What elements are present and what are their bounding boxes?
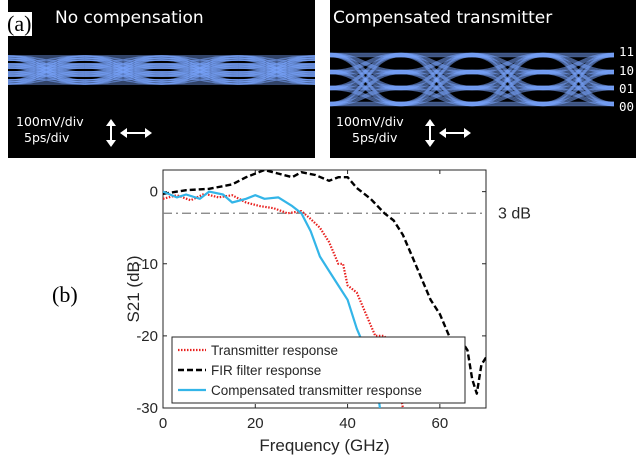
x-tick-label: 20 (247, 415, 264, 432)
y-tick-label: 0 (150, 184, 158, 201)
y-tick-label: -20 (136, 328, 158, 345)
panel-label-b: (b) (52, 282, 78, 307)
level-label-11: 11 (618, 44, 634, 59)
scale-arrows-icon (106, 119, 152, 147)
panel-label-a: (a) (6, 11, 33, 36)
x-axis-label: Frequency (GHz) (259, 436, 389, 455)
scale-arrows-icon (425, 119, 471, 147)
threshold-label: 3 dB (498, 205, 531, 222)
eye-diagram-compensated: Compensated transmitter 11 10 01 00 100m… (330, 0, 636, 158)
y-axis-label: S21 (dB) (124, 255, 143, 322)
series-line (163, 190, 381, 408)
level-label-00: 00 (618, 99, 634, 114)
level-label-01: 01 (618, 81, 634, 96)
legend-label: Compensated transmitter response (211, 383, 422, 398)
eye-diagram-traces (8, 55, 315, 85)
y-tick-label: -30 (136, 400, 158, 417)
eye-title-no-compensation: No compensation (55, 8, 204, 28)
eye-title-compensated: Compensated transmitter (333, 8, 553, 28)
x-tick-label: 0 (159, 415, 167, 432)
legend-label: Transmitter response (211, 343, 338, 358)
horizontal-scale-label: 5ps/div (352, 130, 398, 145)
x-tick-label: 40 (339, 415, 356, 432)
eye-diagram-no-compensation: No compensation 100mV/div 5ps/div (8, 0, 315, 158)
horizontal-scale-label: 5ps/div (24, 130, 70, 145)
level-label-10: 10 (618, 63, 634, 78)
x-tick-label: 60 (432, 415, 449, 432)
legend-box (171, 336, 466, 404)
vertical-scale-label: 100mV/div (16, 114, 84, 129)
eye-diagram-traces (330, 52, 615, 107)
vertical-scale-label: 100mV/div (336, 114, 404, 129)
legend-label: FIR filter response (211, 363, 321, 378)
y-tick-label: -10 (136, 256, 158, 273)
